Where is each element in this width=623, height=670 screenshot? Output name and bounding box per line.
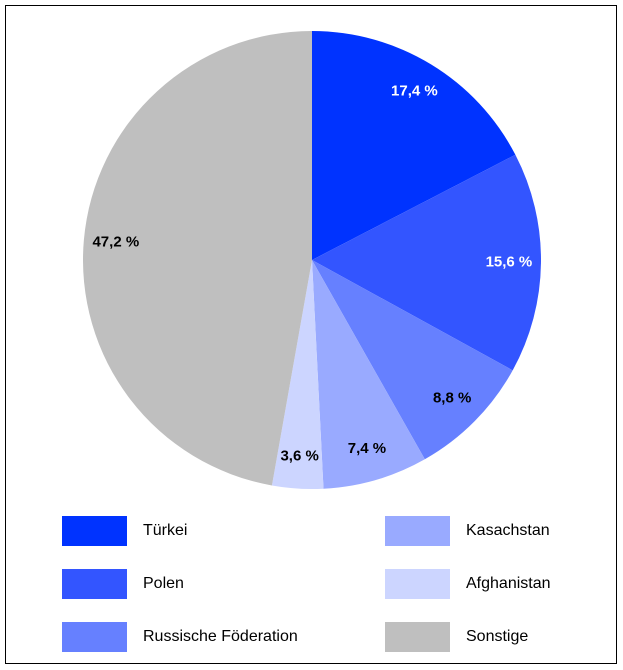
data-label: 3,6 % bbox=[280, 448, 318, 465]
data-label: 47,2 % bbox=[92, 234, 139, 251]
legend-swatch bbox=[62, 516, 127, 546]
pie-slice bbox=[312, 154, 541, 371]
pie-slice bbox=[83, 31, 313, 486]
legend-label: Afghanistan bbox=[466, 575, 551, 592]
data-label: 15,6 % bbox=[486, 253, 533, 270]
pie-slice bbox=[312, 260, 513, 460]
legend-label: Polen bbox=[143, 575, 184, 592]
legend-swatch bbox=[385, 516, 450, 546]
pie-slice bbox=[312, 260, 425, 489]
legend-swatch bbox=[62, 569, 127, 599]
data-label: 8,8 % bbox=[433, 389, 471, 406]
data-label: 17,4 % bbox=[391, 83, 438, 100]
legend-label: Sonstige bbox=[466, 628, 528, 645]
pie-slice bbox=[271, 260, 324, 489]
legend-swatch bbox=[62, 622, 127, 652]
pie-slice bbox=[312, 31, 516, 260]
legend-label: Russische Föderation bbox=[143, 628, 298, 645]
legend-swatch bbox=[385, 569, 450, 599]
data-label: 7,4 % bbox=[348, 440, 386, 457]
legend-label: Kasachstan bbox=[466, 522, 550, 539]
legend-label: Türkei bbox=[143, 522, 187, 539]
legend-swatch bbox=[385, 622, 450, 652]
